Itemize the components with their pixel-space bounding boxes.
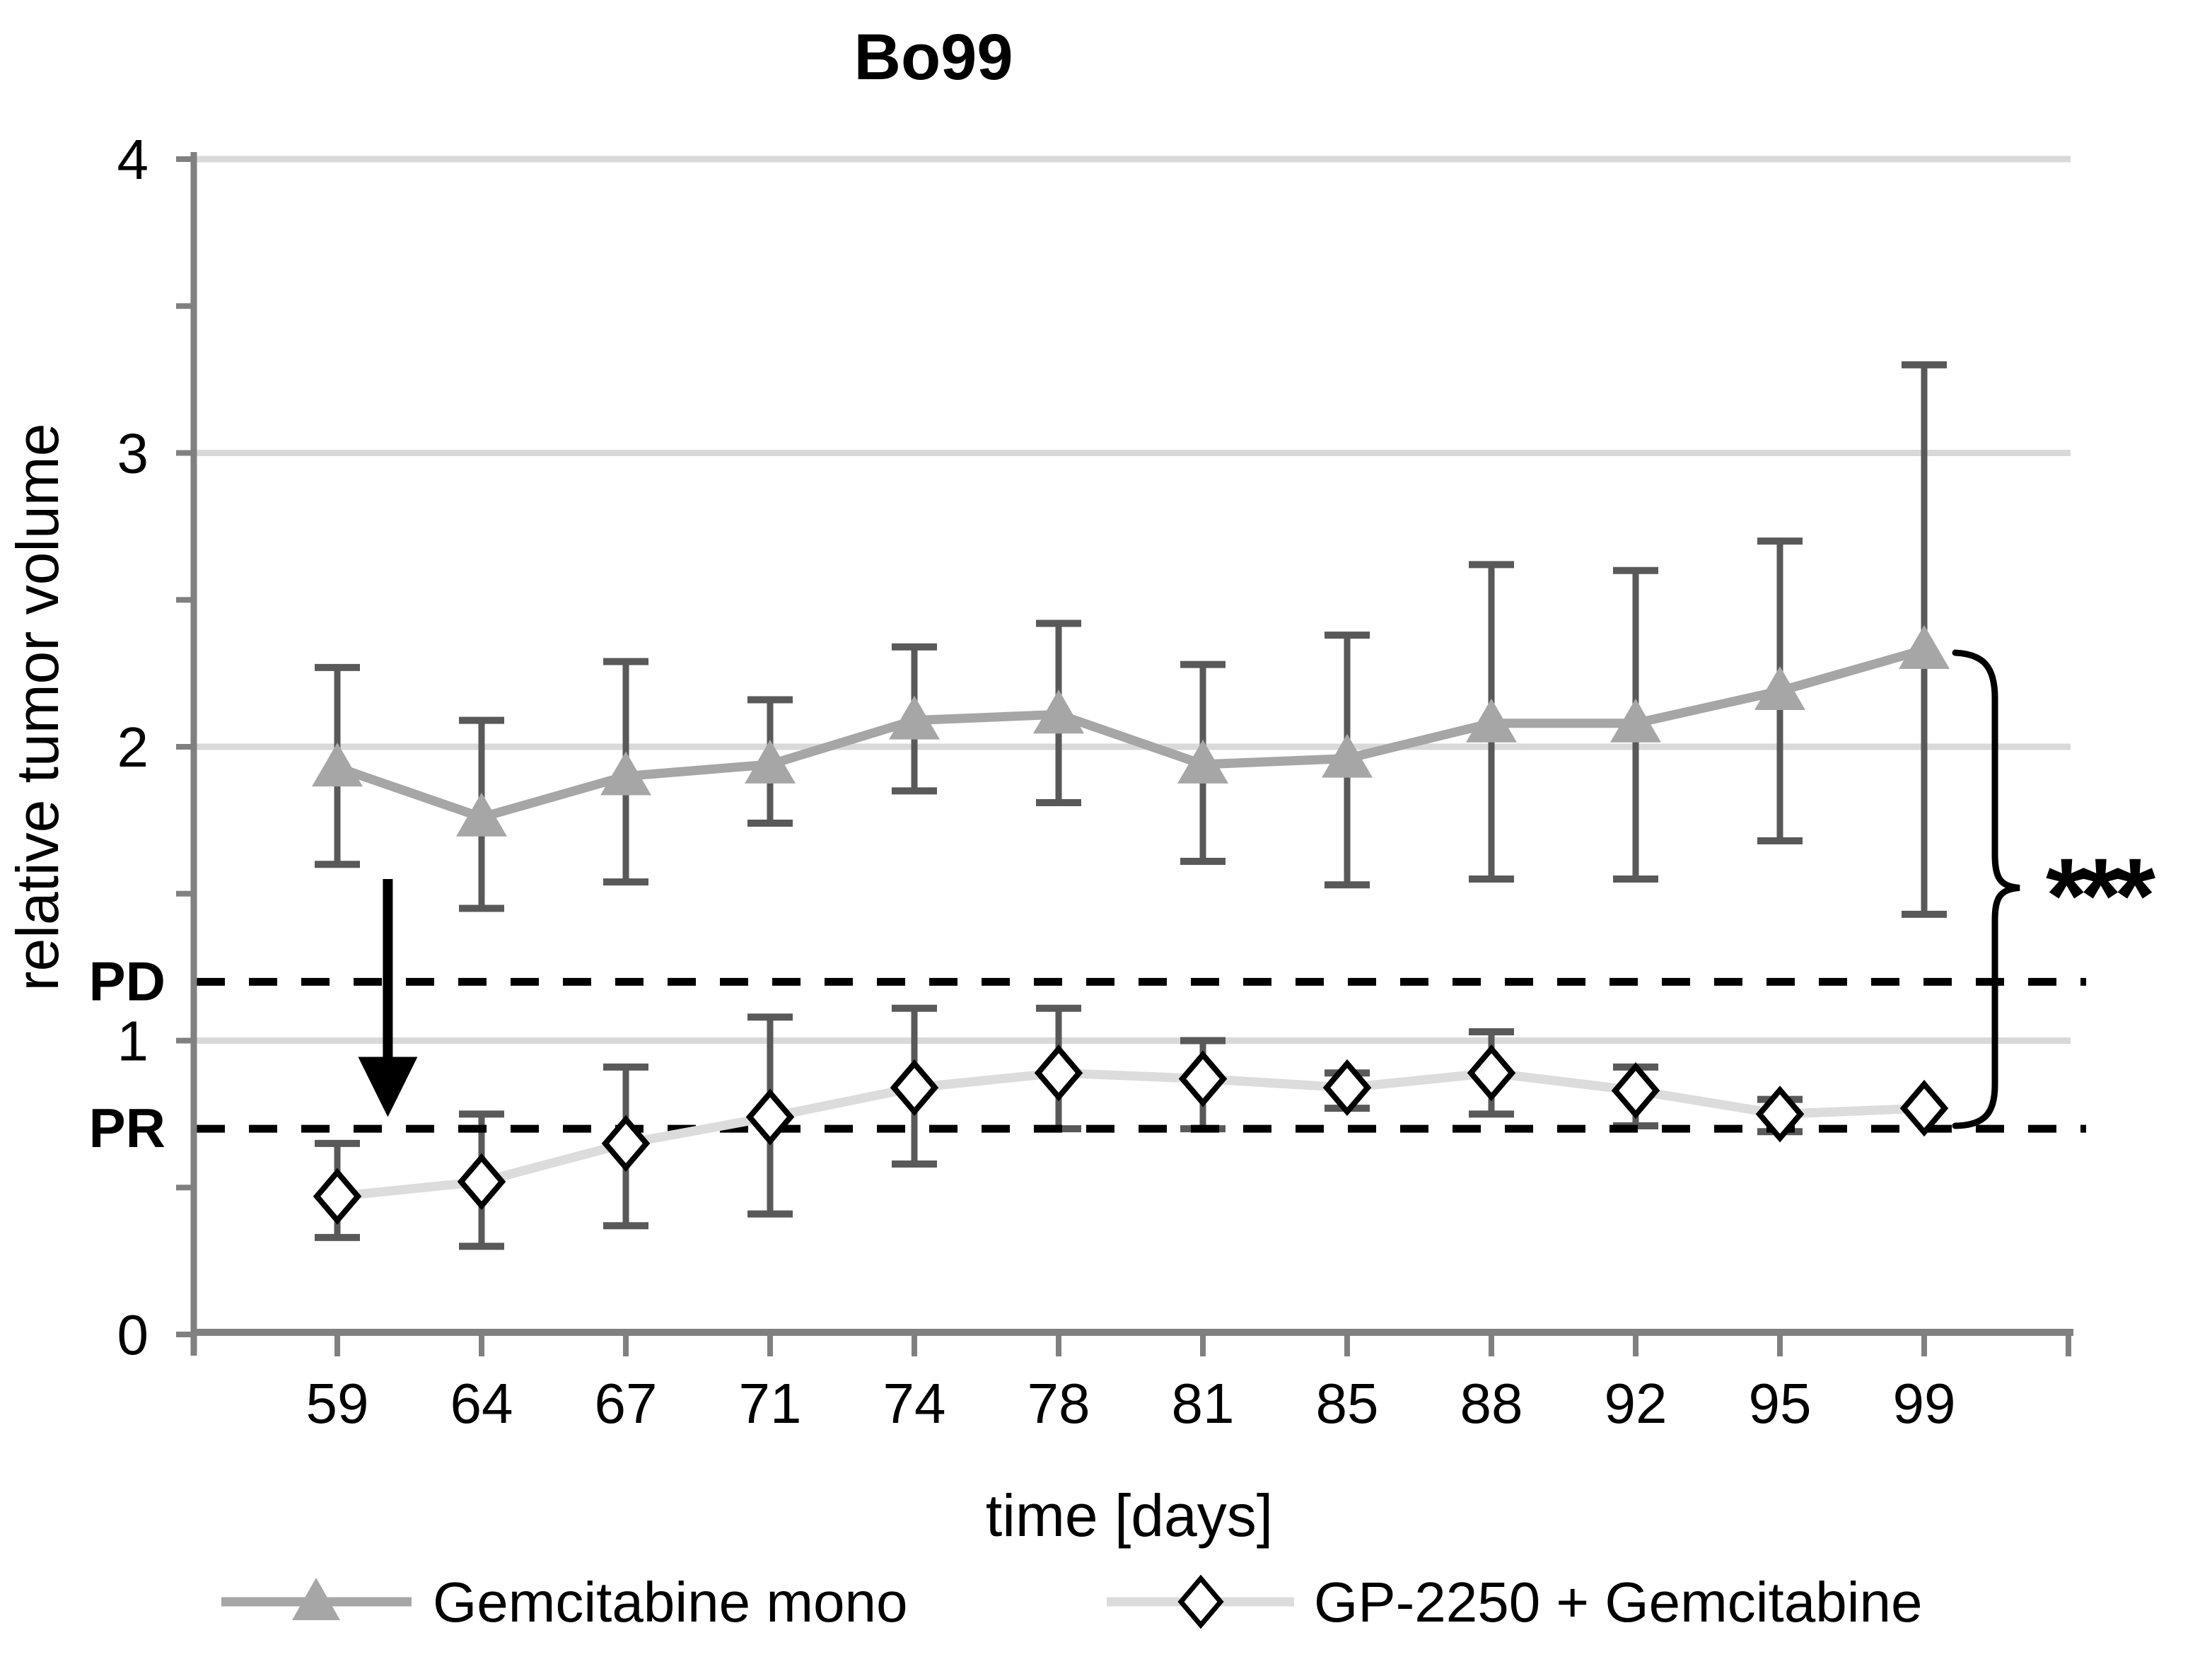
chart-title: Bo99 [854,21,1013,93]
data-point-diamond-59 [313,1168,362,1225]
legend: Gemcitabine mono GP-2250 + Gemcitabine [221,1571,1922,1634]
y-tick-label-3: 3 [117,422,149,485]
data-point-triangle-88 [1466,698,1517,743]
y-axis-title: relative tumor volume [4,424,71,991]
treatment-arrow-head-icon [358,1057,418,1117]
data-point-triangle-95 [1754,666,1805,711]
series-line-gp-2250-+-gemcitabine [337,1068,1925,1202]
legend-diamond-marker-icon [1177,1574,1224,1629]
data-point-triangle-71 [745,739,796,784]
threshold-label-PR: PR [89,1097,165,1159]
threshold-label-PD: PD [89,950,165,1012]
y-tick-label-0: 0 [117,1303,149,1366]
x-tick-label-85: 85 [1316,1372,1379,1435]
data-point-diamond-78 [1034,1045,1083,1102]
data-point-diamond-92 [1611,1061,1660,1119]
x-tick-label-81: 81 [1172,1372,1235,1435]
x-tick-label-71: 71 [739,1372,802,1435]
data-point-diamond-67 [601,1115,651,1173]
y-tick-label-4: 4 [117,128,149,191]
data-point-triangle-92 [1610,698,1661,743]
x-tick-label-78: 78 [1028,1372,1090,1435]
y-tick-label-1: 1 [117,1010,149,1073]
data-point-triangle-81 [1177,739,1228,784]
x-tick-label-95: 95 [1749,1372,1812,1435]
data-point-diamond-85 [1322,1059,1372,1117]
legend-item-gemcitabine-mono: Gemcitabine mono [221,1571,907,1634]
x-tick-label-59: 59 [306,1372,369,1435]
significance-stars: *** [2046,836,2156,955]
data-point-diamond-88 [1467,1045,1516,1102]
x-tick-label-64: 64 [450,1372,513,1435]
data-point-diamond-74 [890,1059,939,1117]
series-line-gemcitabine-mono [335,645,1926,822]
plot-area: PD PR 4 3 2 1 0 59 64 67 71 74 78 81 85 88 92 95 99 [89,128,2086,1435]
data-point-triangle-59 [312,743,363,787]
data-point-diamond-99 [1899,1079,1949,1137]
legend-item-gp2250-gemcitabine: GP-2250 + Gemcitabine [1107,1571,1922,1634]
data-point-triangle-64 [456,792,507,837]
data-point-triangle-78 [1033,690,1084,734]
x-tick-label-99: 99 [1893,1372,1956,1435]
legend-label-mono: Gemcitabine mono [433,1571,907,1634]
x-tick-label-67: 67 [595,1372,658,1435]
x-tick-label-74: 74 [883,1372,946,1435]
x-tick-label-92: 92 [1605,1372,1667,1435]
data-point-triangle-99 [1899,624,1950,669]
data-point-triangle-67 [600,751,651,796]
y-tick-label-2: 2 [117,716,149,779]
legend-triangle-marker-icon [292,1578,340,1620]
significance-bracket [1952,649,2020,1129]
data-point-diamond-64 [457,1153,506,1211]
data-point-diamond-71 [745,1088,795,1146]
x-axis-title: time [days] [986,1482,1273,1549]
data-point-diamond-81 [1178,1050,1228,1107]
legend-label-combo: GP-2250 + Gemcitabine [1314,1571,1922,1634]
data-point-triangle-85 [1322,733,1373,778]
data-point-triangle-74 [889,695,940,740]
x-tick-label-88: 88 [1460,1372,1523,1435]
data-point-diamond-95 [1755,1086,1805,1143]
